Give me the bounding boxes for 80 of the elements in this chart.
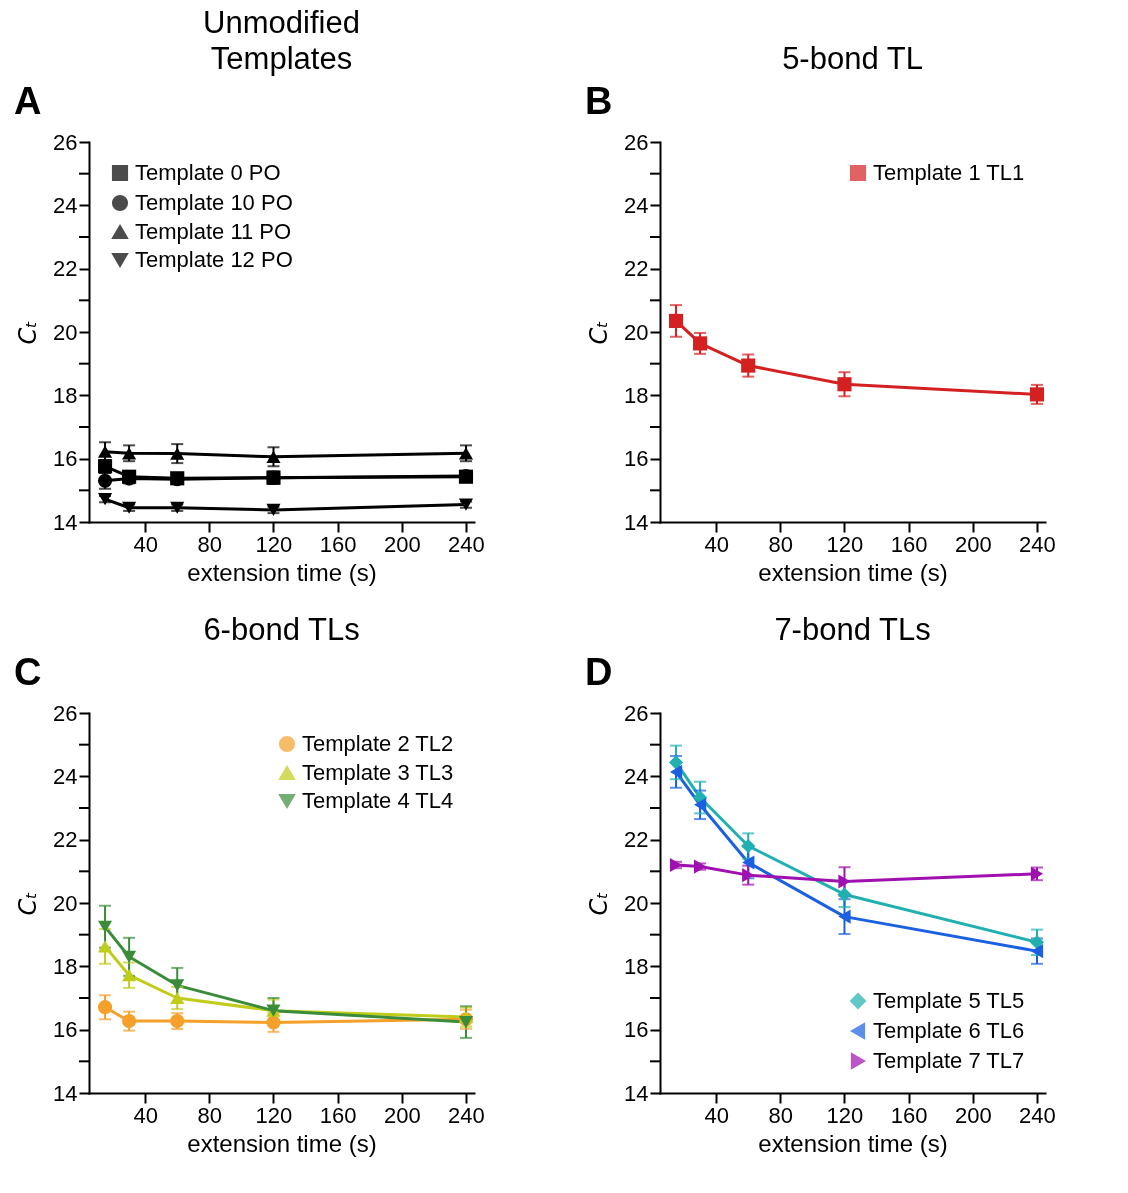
- x-tick-label: 40: [133, 531, 158, 557]
- legend-label: Template 0 PO: [135, 160, 281, 185]
- legend-label: Template 4 TL4: [302, 788, 454, 813]
- y-tick-label: 16: [624, 1017, 649, 1043]
- y-tick-label: 22: [53, 827, 78, 853]
- x-tick-label: 40: [704, 531, 729, 557]
- x-tick-label: 160: [890, 1102, 928, 1128]
- y-axis-title: Cₜ: [585, 891, 614, 916]
- x-axis-title: extension time (s): [758, 558, 948, 586]
- x-tick-label: 200: [383, 1102, 421, 1128]
- y-tick-label: 20: [624, 319, 649, 345]
- x-tick-label: 80: [197, 531, 223, 557]
- legend-label: Template 5 TL5: [873, 988, 1025, 1013]
- y-tick-label: 14: [624, 509, 649, 535]
- x-axis-title: extension time (s): [187, 1129, 377, 1157]
- y-tick-label: 24: [624, 192, 649, 218]
- x-tick-label: 240: [448, 531, 485, 557]
- y-tick-label: 20: [53, 890, 78, 916]
- y-tick-label: 14: [53, 509, 78, 535]
- x-tick-label: 80: [768, 1102, 794, 1128]
- x-tick-label: 40: [704, 1102, 729, 1128]
- y-tick-label: 16: [624, 446, 649, 472]
- y-tick-label: 18: [624, 953, 649, 979]
- y-tick-label: 18: [624, 382, 649, 408]
- y-tick-label: 24: [624, 763, 649, 789]
- y-tick-label: 14: [53, 1080, 78, 1106]
- y-tick-label: 14: [624, 1080, 649, 1106]
- legend-label: Template 11 PO: [135, 219, 292, 244]
- chart-title: 6-bond TLs: [203, 612, 360, 647]
- y-tick-label: 26: [624, 700, 649, 726]
- y-tick-label: 22: [624, 827, 649, 853]
- text: Unmodified: [203, 5, 360, 40]
- legend-label: Template 12 PO: [135, 247, 293, 272]
- y-tick-label: 26: [624, 129, 649, 155]
- y-tick-label: 22: [53, 256, 78, 282]
- x-tick-label: 200: [954, 1102, 992, 1128]
- y-tick-label: 16: [53, 1017, 78, 1043]
- text: A: [14, 80, 42, 122]
- legend-label: Template 7 TL7: [873, 1048, 1025, 1073]
- x-tick-label: 160: [319, 531, 357, 557]
- y-tick-label: 20: [624, 890, 649, 916]
- y-tick-label: 18: [53, 382, 78, 408]
- text: C: [14, 651, 42, 693]
- x-tick-label: 120: [826, 1102, 864, 1128]
- y-tick-label: 26: [53, 129, 78, 155]
- x-tick-label: 240: [448, 1102, 485, 1128]
- x-axis-title: extension time (s): [187, 558, 377, 586]
- x-tick-label: 240: [1019, 531, 1056, 557]
- x-tick-label: 40: [133, 1102, 158, 1128]
- x-tick-label: 240: [1019, 1102, 1056, 1128]
- x-tick-label: 200: [383, 531, 421, 557]
- y-tick-label: 16: [53, 446, 78, 472]
- text: B: [585, 80, 613, 122]
- y-tick-label: 24: [53, 763, 78, 789]
- legend-label: Template 6 TL6: [873, 1018, 1025, 1043]
- x-axis-title: extension time (s): [758, 1129, 948, 1157]
- legend-label: Template 3 TL3: [302, 760, 454, 785]
- x-tick-label: 80: [768, 531, 794, 557]
- text: Templates: [210, 41, 353, 76]
- y-tick-label: 22: [624, 256, 649, 282]
- y-axis-title: Cₜ: [14, 891, 43, 916]
- text: D: [585, 651, 613, 693]
- legend-label: Template 1 TL1: [873, 160, 1025, 185]
- y-tick-label: 24: [53, 192, 78, 218]
- legend-label: Template 2 TL2: [302, 731, 454, 756]
- x-tick-label: 120: [255, 1102, 293, 1128]
- x-tick-label: 120: [255, 531, 293, 557]
- y-axis-title: Cₜ: [14, 320, 43, 345]
- y-axis-title: Cₜ: [585, 320, 614, 345]
- chart-title: 7-bond TLs: [774, 612, 931, 647]
- y-tick-label: 18: [53, 953, 78, 979]
- legend-label: Template 10 PO: [135, 190, 293, 215]
- y-tick-label: 20: [53, 319, 78, 345]
- x-tick-label: 160: [319, 1102, 357, 1128]
- x-tick-label: 200: [954, 531, 992, 557]
- x-tick-label: 80: [197, 1102, 223, 1128]
- y-tick-label: 26: [53, 700, 78, 726]
- chart-title: 5-bond TL: [782, 41, 923, 76]
- x-tick-label: 120: [826, 531, 864, 557]
- x-tick-label: 160: [890, 531, 928, 557]
